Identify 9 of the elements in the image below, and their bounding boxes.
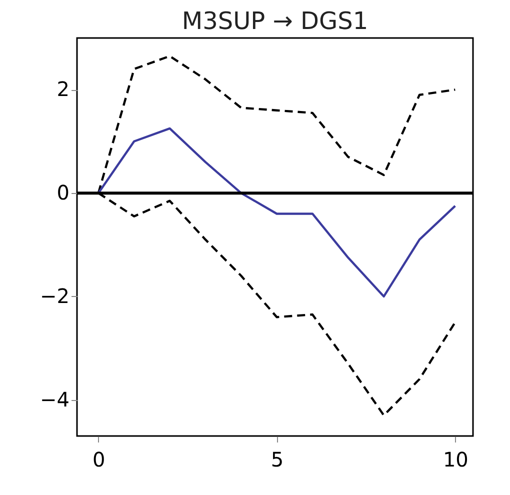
chart-title: M3SUP → DGS1 bbox=[182, 7, 368, 35]
x-tick-label: 0 bbox=[92, 448, 106, 472]
x-tick-label: 10 bbox=[442, 448, 468, 472]
y-tick-label: 2 bbox=[56, 77, 70, 102]
line-series bbox=[97, 127, 456, 298]
x-tick-label: 5 bbox=[270, 448, 284, 472]
y-tick-label: −2 bbox=[40, 284, 70, 308]
y-tick-label: 0 bbox=[56, 180, 70, 205]
y-tick-label: −4 bbox=[40, 387, 70, 412]
